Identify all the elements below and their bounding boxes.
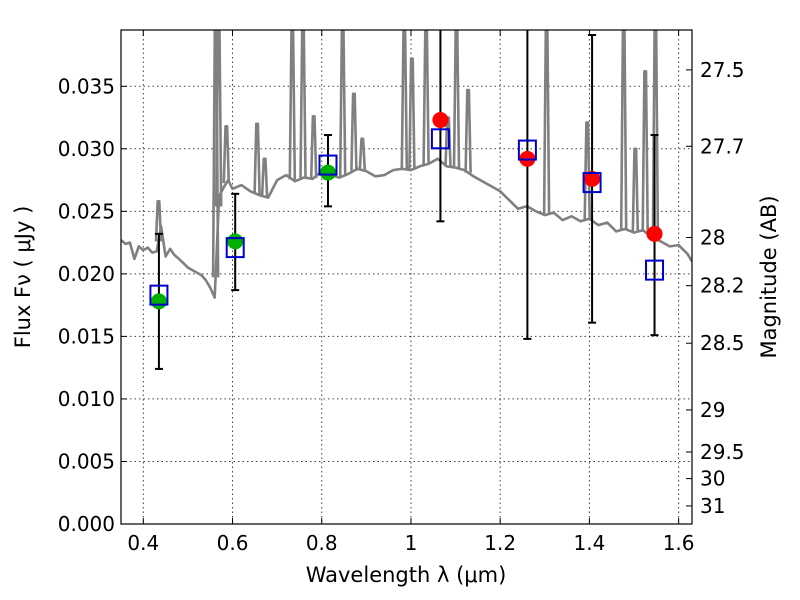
plot-frame bbox=[120, 29, 693, 525]
y2-tick-label: 29.5 bbox=[700, 440, 745, 464]
emission-line bbox=[299, 30, 307, 178]
x-tick-label: 0.8 bbox=[306, 531, 338, 555]
y2-tick-label: 29 bbox=[700, 398, 725, 422]
emission-line bbox=[309, 115, 318, 179]
y2-tick-label: 31 bbox=[700, 494, 725, 518]
emission-line bbox=[338, 30, 347, 177]
x-tick-label: 1.2 bbox=[484, 531, 516, 555]
y2-tick-label: 28 bbox=[700, 225, 725, 249]
y-tick-label: 0.030 bbox=[58, 137, 115, 161]
y-tick-label: 0.015 bbox=[58, 324, 115, 348]
y2-tick-label: 27.5 bbox=[700, 58, 745, 82]
emission-line bbox=[408, 57, 416, 170]
emission-line bbox=[400, 30, 409, 170]
emission-line bbox=[542, 30, 551, 215]
green-photometry-point bbox=[227, 233, 244, 250]
y2-tick-label: 27.7 bbox=[700, 134, 745, 158]
model-bandpass-square bbox=[582, 172, 602, 194]
red-photometry-point bbox=[584, 170, 601, 187]
axis-ticks: 0.4 0.6 0.8 1 1.2 1.4 1.6 0.000 0.005 0.010 0.015 0… bbox=[58, 30, 745, 555]
emission-line bbox=[641, 70, 649, 233]
emission-line bbox=[358, 137, 367, 171]
emission-line bbox=[253, 122, 261, 195]
x-tick-label: 1 bbox=[405, 531, 418, 555]
emission-line bbox=[464, 88, 472, 173]
model-bandpass-square bbox=[430, 128, 450, 150]
x-tick-label: 0.6 bbox=[217, 531, 249, 555]
emission-line bbox=[452, 30, 461, 168]
y-tick-label: 0.035 bbox=[58, 74, 115, 98]
y-tick-label: 0.000 bbox=[58, 512, 115, 536]
emission-line bbox=[260, 157, 269, 197]
x-tick-label: 1.4 bbox=[573, 531, 605, 555]
model-bandpass-square bbox=[318, 154, 338, 176]
y-tick-label: 0.020 bbox=[58, 262, 115, 286]
model-bandpass-square bbox=[225, 237, 245, 259]
emission-line bbox=[288, 30, 297, 180]
emission-line bbox=[583, 121, 591, 220]
emission-line bbox=[350, 92, 358, 171]
y-tick-label: 0.010 bbox=[58, 387, 115, 411]
red-photometry-point bbox=[646, 225, 663, 242]
plot-data bbox=[121, 30, 692, 299]
emission-line bbox=[154, 200, 163, 242]
y2-axis-label: Magnitude (AB) bbox=[757, 195, 781, 358]
emission-line bbox=[214, 30, 223, 207]
y2-tick-label: 28.2 bbox=[700, 274, 745, 298]
red-photometry-point bbox=[432, 112, 449, 129]
x-tick-label: 1.6 bbox=[663, 531, 695, 555]
y2-tick-label: 30 bbox=[700, 467, 725, 491]
plot-markers bbox=[149, 30, 665, 370]
green-photometry-point bbox=[150, 293, 167, 310]
emission-line bbox=[631, 147, 640, 233]
model-spectrum-line bbox=[121, 157, 692, 299]
model-bandpass-square bbox=[517, 139, 537, 161]
emission-line bbox=[619, 30, 628, 230]
x-tick-label: 0.4 bbox=[127, 531, 159, 555]
emission-line bbox=[422, 30, 430, 165]
x-axis-label: Wavelength λ (μm) bbox=[306, 563, 507, 587]
y-axis-label: Flux Fν ( μJy ) bbox=[11, 206, 35, 349]
green-photometry-point bbox=[319, 164, 336, 181]
y-tick-label: 0.025 bbox=[58, 199, 115, 223]
emission-line bbox=[222, 125, 231, 184]
model-bandpass-square bbox=[149, 284, 169, 306]
y-tick-label: 0.005 bbox=[58, 449, 115, 473]
model-bandpass-square bbox=[645, 259, 665, 281]
y2-tick-label: 28.5 bbox=[700, 331, 745, 355]
